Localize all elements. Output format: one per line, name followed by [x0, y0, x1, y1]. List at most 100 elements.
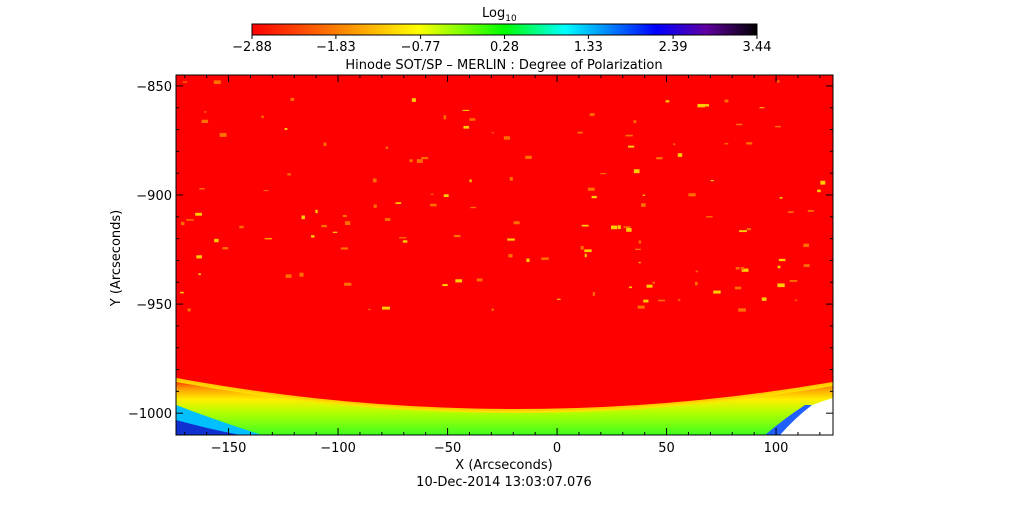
- speckle: [775, 125, 781, 128]
- speckle: [677, 299, 681, 301]
- disk-background: [176, 75, 833, 435]
- speckle: [344, 282, 352, 286]
- speckle: [677, 153, 683, 157]
- speckle: [627, 145, 635, 148]
- speckle: [182, 81, 188, 83]
- colorbar-tick-label: −0.77: [401, 40, 441, 55]
- x-tick-label: −100: [320, 441, 356, 456]
- y-tick-label: −950: [136, 298, 172, 313]
- chart-title: Hinode SOT/SP – MERLIN : Degree of Polar…: [345, 58, 662, 73]
- speckle: [633, 169, 640, 174]
- speckle: [287, 173, 291, 176]
- speckle: [637, 305, 645, 309]
- speckle: [713, 290, 721, 294]
- speckle: [628, 286, 633, 289]
- speckle: [261, 115, 264, 119]
- speckle: [759, 107, 765, 109]
- speckle: [626, 228, 632, 232]
- speckle: [469, 179, 472, 183]
- speckle: [342, 214, 347, 217]
- speckle: [652, 281, 655, 284]
- speckle: [263, 190, 269, 192]
- speckle: [761, 297, 767, 301]
- speckle: [284, 128, 288, 131]
- x-tick-label: −150: [211, 441, 247, 456]
- speckle: [402, 240, 408, 243]
- speckle: [638, 240, 642, 244]
- speckle: [491, 308, 494, 311]
- speckle: [203, 111, 207, 113]
- y-axis: −850 −900 −950 −1000: [128, 80, 833, 436]
- speckle: [746, 142, 753, 145]
- colorbar-tick-label: −2.88: [232, 40, 272, 55]
- speckle: [525, 155, 532, 160]
- speckle: [794, 299, 798, 301]
- speckle: [214, 238, 219, 243]
- speckle: [779, 197, 783, 199]
- speckle: [695, 270, 698, 273]
- speckle: [736, 123, 743, 126]
- speckle: [509, 176, 513, 181]
- speckle: [776, 80, 780, 83]
- speckle: [584, 249, 592, 253]
- speckle: [589, 113, 595, 116]
- speckle: [344, 221, 351, 226]
- speckle: [385, 146, 389, 149]
- speckle: [643, 299, 649, 303]
- speckle: [581, 224, 589, 227]
- speckle: [638, 261, 641, 264]
- speckle: [803, 243, 810, 248]
- speckle: [443, 194, 449, 198]
- speckle: [332, 231, 338, 233]
- colorbar-tick-label: −1.83: [316, 40, 356, 55]
- limb-band: [176, 380, 833, 435]
- speckle: [633, 120, 637, 124]
- speckle: [635, 248, 641, 251]
- speckle: [803, 264, 810, 267]
- speckle: [706, 216, 713, 218]
- speckle: [739, 230, 747, 233]
- colorbar-tick-label: 2.39: [659, 40, 688, 55]
- speckle: [789, 280, 798, 282]
- speckle: [476, 278, 483, 282]
- x-axis-label: X (Arcseconds): [455, 458, 552, 473]
- colorbar-tick-label: 0.28: [490, 40, 519, 55]
- speckle: [368, 308, 371, 311]
- speckle: [470, 206, 477, 209]
- x-tick-label: 50: [658, 441, 675, 456]
- speckle: [340, 247, 349, 250]
- x-axis: −150 −100 −50 0 50 100: [184, 75, 821, 456]
- speckle: [186, 219, 194, 221]
- speckle: [430, 193, 434, 195]
- speckle: [442, 284, 448, 287]
- speckle: [592, 292, 595, 296]
- speckle: [600, 173, 607, 175]
- speckle: [580, 245, 584, 250]
- speckle: [724, 99, 729, 103]
- speckle: [311, 235, 315, 238]
- speckle: [817, 189, 821, 193]
- speckle: [746, 228, 752, 231]
- speckle: [399, 237, 407, 239]
- speckle: [443, 115, 447, 120]
- x-tick-label: 100: [764, 441, 789, 456]
- speckle: [584, 253, 587, 258]
- speckle: [688, 193, 696, 197]
- speckle: [694, 281, 698, 286]
- speckle: [646, 284, 653, 288]
- speckle: [642, 194, 645, 196]
- timestamp: 10-Dec-2014 13:03:07.076: [416, 475, 592, 490]
- speckles: [180, 80, 826, 312]
- limb-edge-glow: [176, 378, 833, 413]
- speckle: [411, 98, 416, 102]
- speckle: [724, 143, 729, 145]
- speckle: [778, 258, 786, 262]
- speckle: [463, 125, 470, 129]
- speckle: [617, 225, 621, 230]
- y-tick-label: −1000: [128, 407, 172, 422]
- y-tick-label: −850: [136, 80, 172, 95]
- speckle: [513, 221, 520, 225]
- speckle: [610, 225, 618, 230]
- speckle: [697, 103, 705, 108]
- x-tick-label: −50: [434, 441, 461, 456]
